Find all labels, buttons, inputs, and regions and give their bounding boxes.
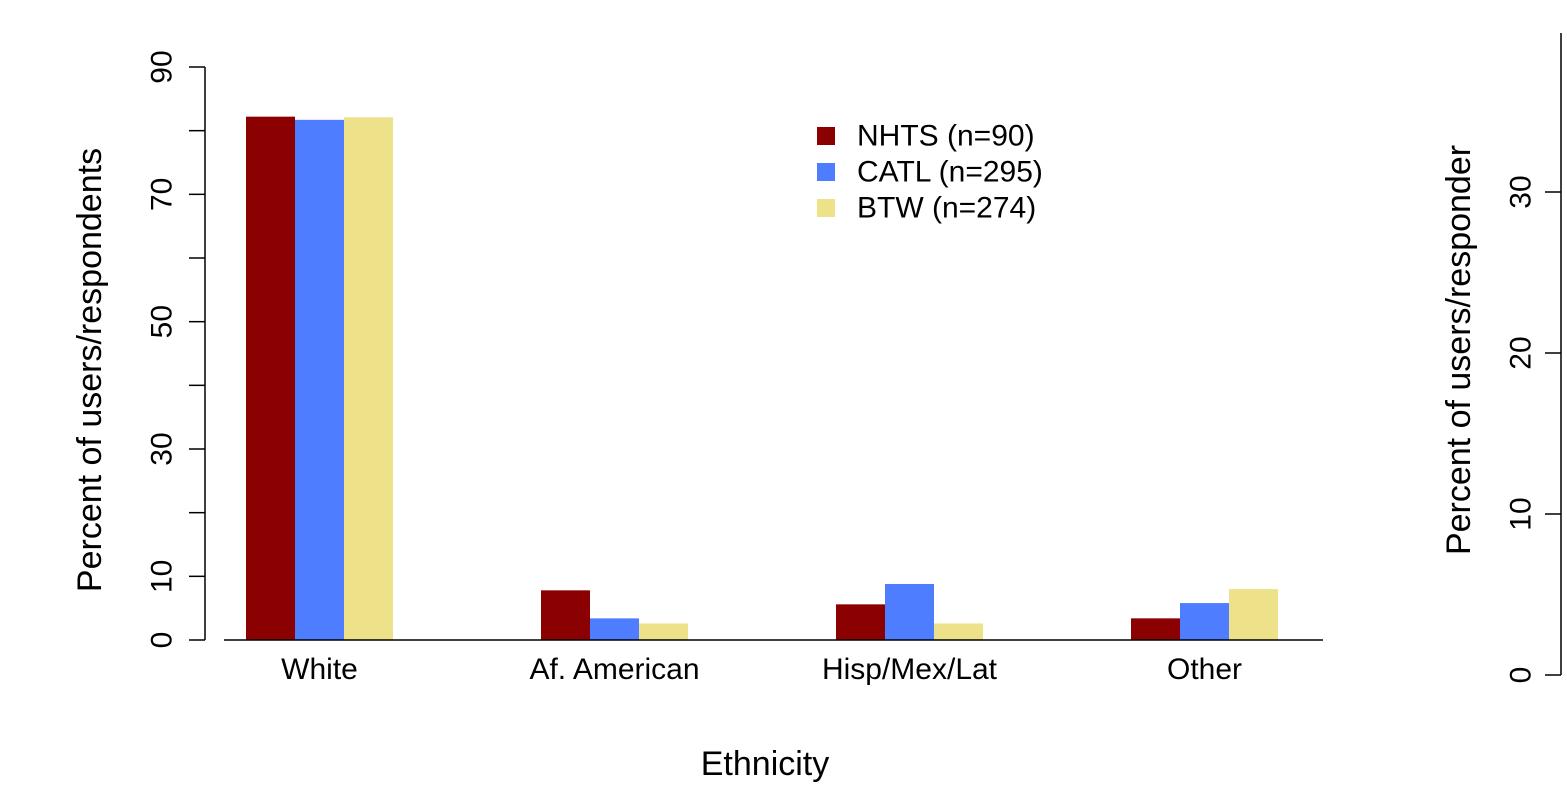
- bar: [639, 623, 688, 640]
- bar: [1131, 618, 1180, 640]
- x-tick-label: Hisp/Mex/Lat: [822, 653, 998, 686]
- right-y-axis-label: Percent of users/responder: [1440, 145, 1478, 555]
- bar: [590, 618, 639, 640]
- y-ticks-group: 0 10 30 50 70 90: [146, 50, 205, 649]
- bar: [295, 119, 344, 641]
- legend-swatch: [817, 199, 835, 217]
- bar: [246, 116, 295, 640]
- x-tick-label: Af. American: [529, 653, 699, 686]
- x-tick-label: Other: [1167, 653, 1242, 686]
- right-y-tick-label: 20: [1505, 336, 1538, 369]
- bar: [1229, 589, 1278, 640]
- ethnicity-bar-chart: 0 10 30 50 70 90 White Af. American Hisp/Mex/La…: [71, 50, 1323, 783]
- y-tick-label: 90: [146, 50, 179, 83]
- y-tick-label: 0: [146, 632, 179, 649]
- legend-label: CATL (n=295): [857, 156, 1043, 189]
- legend-swatch: [817, 127, 835, 145]
- x-tick-label: White: [281, 653, 358, 686]
- x-tick-labels-group: White Af. American Hisp/Mex/Lat Other: [281, 653, 1242, 686]
- cropped-right-chart: 0 10 20 30 Percent of users/responder: [1440, 33, 1562, 684]
- bar: [541, 590, 590, 640]
- x-axis-label: Ethnicity: [701, 745, 830, 783]
- legend: NHTS (n=90)CATL (n=295)BTW (n=274): [817, 120, 1043, 225]
- right-y-tick-label: 10: [1505, 497, 1538, 530]
- right-y-tick-label: 30: [1505, 175, 1538, 208]
- legend-swatch: [817, 163, 835, 181]
- y-tick-label: 10: [146, 560, 179, 593]
- right-y-tick-label: 0: [1505, 667, 1538, 684]
- bar: [885, 583, 934, 640]
- bar: [836, 604, 885, 640]
- legend-label: BTW (n=274): [857, 192, 1036, 225]
- bars-group: [246, 116, 1278, 641]
- right-y-ticks-group: 0 10 20 30: [1505, 175, 1561, 684]
- y-tick-label: 70: [146, 178, 179, 211]
- y-tick-label: 30: [146, 432, 179, 465]
- bar: [1180, 603, 1229, 640]
- legend-label: NHTS (n=90): [857, 120, 1035, 153]
- y-tick-label: 50: [146, 305, 179, 338]
- bar: [344, 117, 393, 640]
- y-axis-label: Percent of users/respondents: [71, 148, 109, 592]
- bar: [934, 623, 983, 640]
